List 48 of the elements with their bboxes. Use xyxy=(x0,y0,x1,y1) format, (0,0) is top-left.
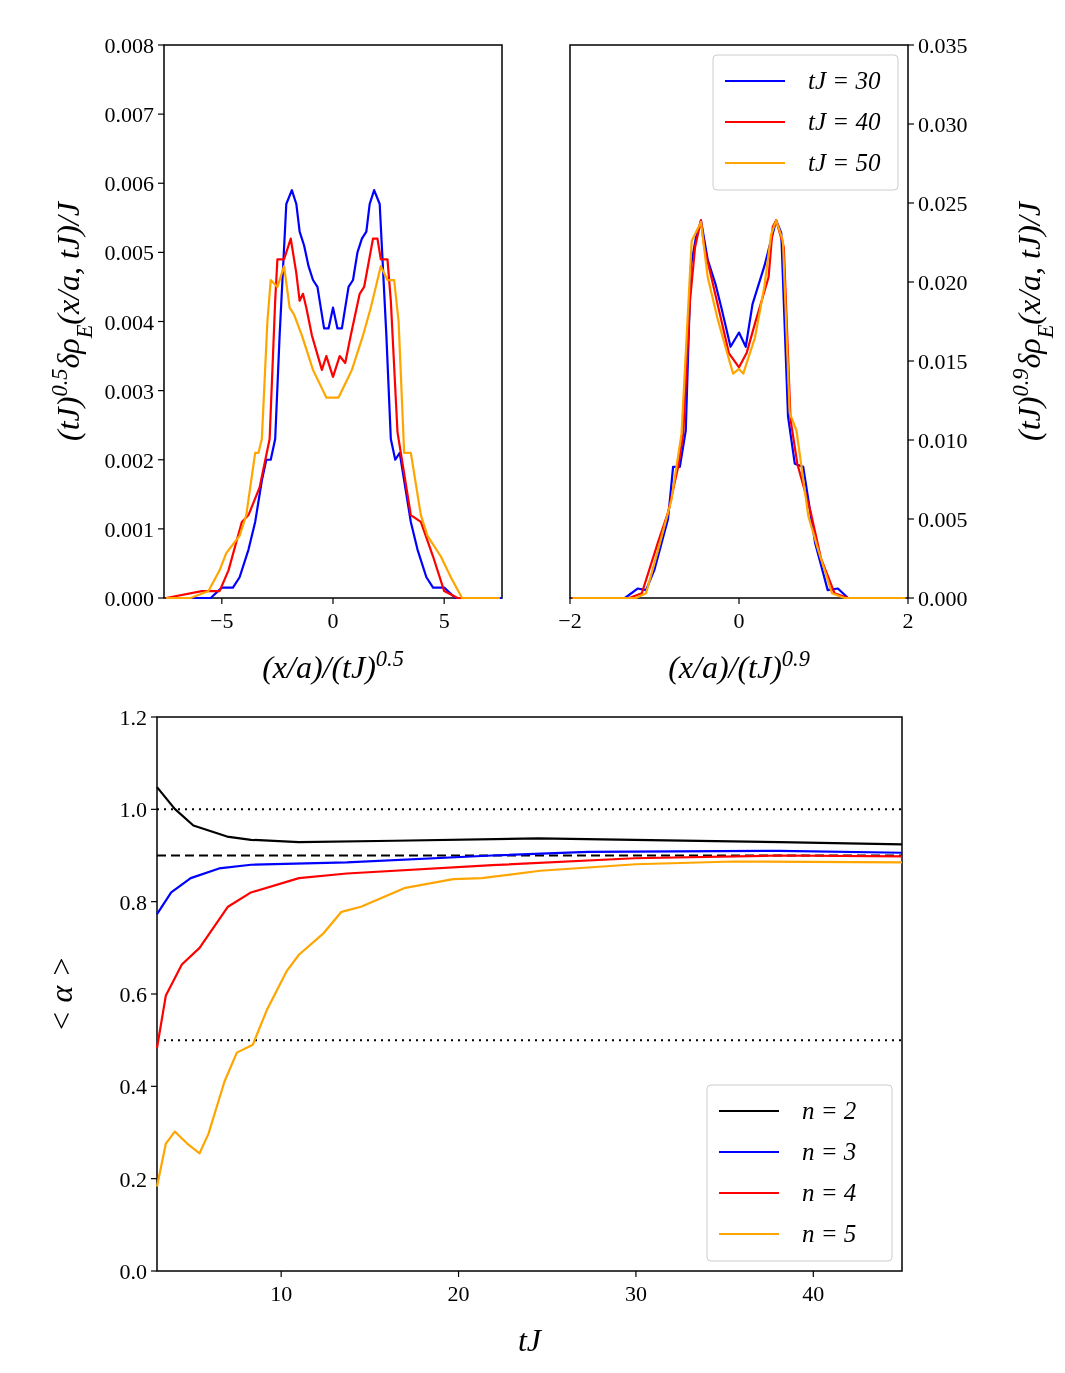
y-axis-title: < α > xyxy=(43,956,79,1032)
legend-label: n = 2 xyxy=(802,1097,857,1124)
x-tick-label: 40 xyxy=(802,1281,825,1306)
y-tick-label: 0.0 xyxy=(119,1259,147,1284)
y2-tick-label: 0.015 xyxy=(918,349,968,374)
y2-tick-label: 0.000 xyxy=(918,586,968,611)
y-tick-label: 0.8 xyxy=(119,889,147,915)
y-tick-label: 1.2 xyxy=(119,705,147,730)
y-tick-label: 0.004 xyxy=(104,309,154,335)
legend-label: tJ = 50 xyxy=(808,149,881,176)
x-tick-label: −2 xyxy=(558,608,582,633)
y-tick-label: 0.6 xyxy=(119,982,147,1007)
y-tick-label: 0.000 xyxy=(104,586,154,611)
x-tick-label: 20 xyxy=(447,1281,470,1306)
legend-label: n = 5 xyxy=(802,1220,857,1247)
x-tick-label: 0 xyxy=(327,608,339,633)
y-tick-label: 0.008 xyxy=(104,33,154,58)
legend-label: tJ = 30 xyxy=(808,67,881,94)
y-tick-label: 1.0 xyxy=(119,797,147,823)
y2-tick-label: 0.005 xyxy=(918,507,968,532)
line-series xyxy=(571,219,907,600)
line-series xyxy=(155,849,904,916)
legend-label: n = 3 xyxy=(802,1138,857,1165)
y2-tick-label: 0.030 xyxy=(918,112,968,137)
y-tick-label: 0.4 xyxy=(119,1074,147,1100)
y2-tick-label: 0.010 xyxy=(918,428,968,453)
y-tick-label: 0.001 xyxy=(104,516,154,542)
x-tick-label: −5 xyxy=(210,608,234,633)
x-tick-label: 5 xyxy=(438,608,450,633)
legend-label: n = 4 xyxy=(802,1179,857,1206)
x-tick-label: 30 xyxy=(624,1281,647,1306)
y-tick-label: 0.005 xyxy=(104,240,154,266)
y-tick-label: 0.006 xyxy=(104,171,154,197)
y-tick-label: 0.003 xyxy=(104,378,154,404)
y2-tick-label: 0.020 xyxy=(918,270,968,295)
y2-tick-label: 0.035 xyxy=(918,33,968,58)
y-tick-label: 0.007 xyxy=(104,102,154,128)
x-axis-title: tJ xyxy=(517,1322,543,1358)
x-tick-label: 10 xyxy=(270,1281,293,1306)
x-tick-label: 2 xyxy=(902,608,914,633)
x-tick-label: 0 xyxy=(733,608,745,633)
y-tick-label: 0.002 xyxy=(104,447,154,473)
x-axis-title: (x/a)/(tJ)$^{0.9}$ xyxy=(668,645,810,685)
y-tick-label: 0.2 xyxy=(119,1166,147,1192)
line-series xyxy=(155,854,904,1050)
y2-tick-label: 0.025 xyxy=(918,191,968,216)
x-axis-title: (x/a)/(tJ)$^{0.5}$ xyxy=(262,645,404,685)
legend-label: tJ = 40 xyxy=(808,108,881,135)
